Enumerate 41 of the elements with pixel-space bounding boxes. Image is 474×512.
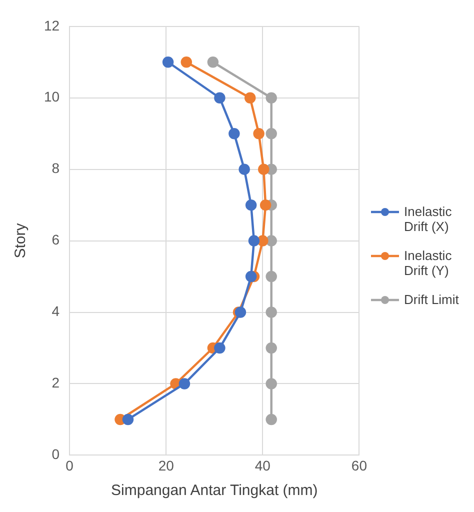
point bbox=[244, 92, 256, 104]
x-axis-title: Simpangan Antar Tingkat (mm) bbox=[111, 482, 318, 500]
y-tick-label: 12 bbox=[44, 17, 60, 34]
legend-label: Drift Limit bbox=[404, 292, 459, 307]
y-tick-label: 2 bbox=[52, 374, 60, 391]
legend-label: Inelastic Drift (Y) bbox=[404, 248, 453, 278]
point bbox=[162, 56, 174, 68]
y-tick-label: 10 bbox=[44, 88, 60, 105]
point bbox=[214, 342, 226, 354]
point bbox=[266, 92, 277, 104]
point bbox=[266, 306, 277, 318]
point bbox=[228, 128, 240, 140]
y-tick-label: 8 bbox=[52, 160, 60, 176]
point bbox=[245, 270, 257, 282]
point bbox=[245, 199, 257, 211]
point bbox=[122, 414, 134, 426]
y-axis-title: Story bbox=[12, 222, 30, 258]
point bbox=[260, 199, 272, 211]
point bbox=[253, 128, 264, 140]
y-tick-label: 6 bbox=[52, 232, 60, 248]
point bbox=[214, 92, 226, 104]
point bbox=[238, 164, 250, 175]
y-tick-label: 0 bbox=[52, 446, 60, 462]
point bbox=[266, 414, 277, 426]
x-tick-label: 40 bbox=[254, 457, 271, 474]
point bbox=[258, 164, 270, 175]
point bbox=[266, 235, 277, 246]
point bbox=[248, 235, 260, 246]
point bbox=[207, 56, 219, 68]
x-tick-label: 20 bbox=[158, 457, 174, 474]
x-tick-label: 0 bbox=[66, 457, 74, 474]
legend-label: Inelastic Drift (X) bbox=[404, 204, 453, 234]
point bbox=[266, 378, 277, 390]
point bbox=[266, 128, 277, 140]
y-tick-label: 4 bbox=[52, 303, 60, 320]
point bbox=[266, 342, 277, 354]
point bbox=[257, 235, 268, 246]
point bbox=[266, 270, 277, 282]
point bbox=[178, 378, 190, 390]
point bbox=[180, 56, 192, 68]
x-tick-label: 60 bbox=[351, 457, 368, 474]
